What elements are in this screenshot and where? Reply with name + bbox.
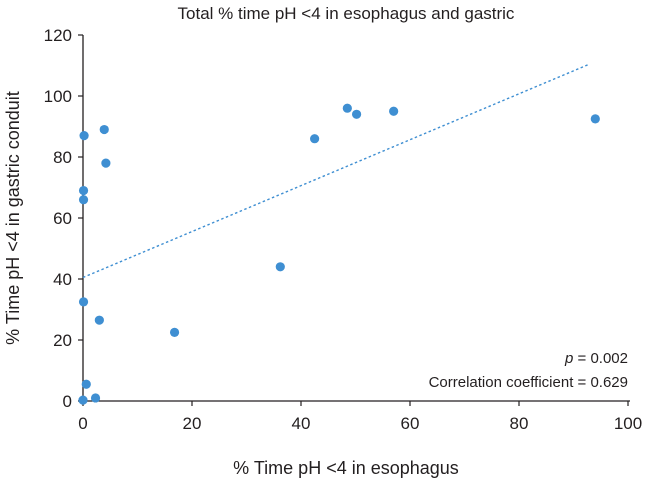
data-point [94,315,104,325]
trendline [82,63,591,279]
x-tick-label: 40 [292,414,311,433]
y-tick-label: 60 [53,209,72,228]
data-point [169,327,180,337]
data-point [590,114,600,124]
data-point [99,124,109,135]
x-tick-label: 80 [510,414,529,433]
p-symbol: p [564,350,573,367]
data-point [78,185,89,196]
data-point [342,103,352,113]
y-tick-label: 120 [44,26,72,45]
data-point [78,195,89,205]
x-tick-label: 60 [401,414,420,433]
x-tick-label: 20 [183,414,202,433]
y-tick-label: 100 [44,87,72,106]
data-point [78,297,89,307]
data-point [389,106,399,116]
data-point [81,379,91,389]
axes: 0 20 40 60 80 100 0 20 40 60 80 100 120 [44,26,643,433]
data-point [79,131,89,141]
y-tick-label: 40 [53,270,72,289]
p-value-text: = 0.002 [573,350,628,367]
data-point [351,109,362,119]
x-tick-label: 0 [78,414,87,433]
p-value-annotation: p = 0.002 [564,350,628,367]
data-point [90,393,101,403]
x-tick-label: 100 [614,414,642,433]
y-axis-label: % Time pH <4 in gastric conduit [3,91,23,345]
chart-title: Total % time pH <4 in esophagus and gast… [178,4,515,23]
y-tick-label: 80 [53,148,72,167]
x-axis-label: % Time pH <4 in esophagus [233,458,459,478]
y-tick-label: 20 [53,331,72,350]
correlation-annotation: Correlation coefficient = 0.629 [429,374,628,391]
data-point [101,158,111,168]
y-tick-label: 0 [63,392,72,411]
data-points [78,103,600,405]
trendline-group [82,63,591,279]
data-point [78,395,88,405]
data-point [310,134,320,144]
data-point [275,262,285,272]
